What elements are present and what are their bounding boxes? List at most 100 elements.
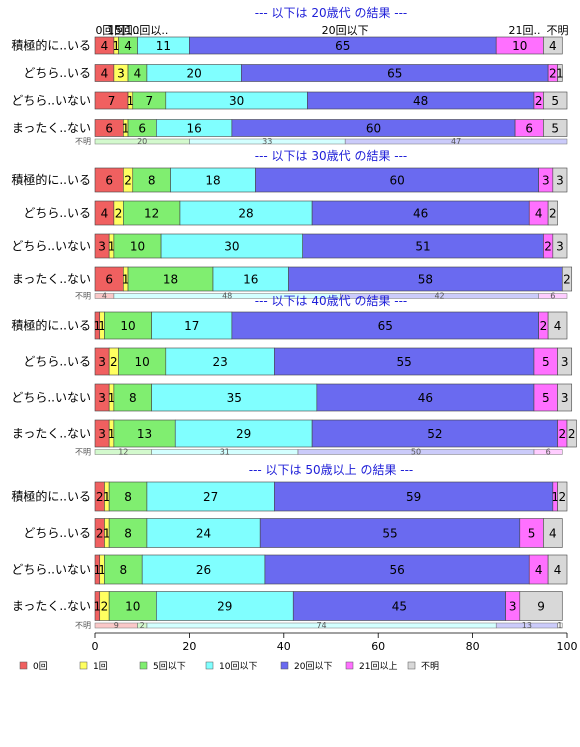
panel-title: --- 以下は 20歳代 の結果 --- <box>255 6 408 20</box>
bar-value-label: 29 <box>217 600 232 614</box>
bar-value-label: 30 <box>229 94 244 108</box>
bar-value-label: 51 <box>415 240 430 254</box>
bar-value-label: 59 <box>406 490 421 504</box>
row-label: 積極的に..いる <box>11 172 91 187</box>
bar-segment <box>94 266 124 292</box>
bar-value-label: 23 <box>212 355 227 369</box>
bar-value-label: 5 <box>542 391 550 405</box>
legend-label: 20回以下 <box>294 661 332 672</box>
bar-value-label: 2 <box>96 490 104 504</box>
bar-segment <box>547 200 558 226</box>
bar-value-label: 2 <box>535 94 543 108</box>
unknown-value-label: 31 <box>220 448 230 457</box>
bar-segment <box>156 591 294 621</box>
bar-value-label: 10 <box>512 39 527 53</box>
bar-value-label: 28 <box>238 207 253 221</box>
legend-swatch <box>205 661 214 670</box>
unknown-row-label: 不明 <box>75 448 91 457</box>
x-tick-label: 60 <box>371 640 385 653</box>
unknown-value-label: 74 <box>316 621 326 630</box>
bar-value-label: 1 <box>103 490 111 504</box>
category-label: 5回.. <box>115 24 140 37</box>
unknown-value-label: 48 <box>222 292 232 301</box>
unknown-segment <box>344 138 568 145</box>
bar-segment <box>557 383 573 412</box>
bar-value-label: 8 <box>148 174 156 188</box>
bar-value-label: 1 <box>103 527 111 541</box>
bar-segment <box>259 518 521 548</box>
unknown-value-label: 12 <box>118 448 128 457</box>
bar-value-label: 2 <box>96 527 104 541</box>
unknown-value-label: 42 <box>434 292 444 301</box>
bar-value-label: 5 <box>528 527 536 541</box>
bar-segment <box>151 383 318 412</box>
row-label: 積極的に..いる <box>11 489 91 504</box>
bar-value-label: 6 <box>525 122 533 136</box>
unknown-value-label: 9 <box>114 621 119 630</box>
bar-value-label: 6 <box>105 122 113 136</box>
legend-swatch <box>79 661 88 670</box>
bar-value-label: 6 <box>105 273 113 287</box>
legend-label: 10回以下 <box>219 661 257 672</box>
bar-value-label: 4 <box>134 67 142 81</box>
bar-value-label: 2 <box>568 427 576 441</box>
bar-value-label: 3 <box>556 174 564 188</box>
unknown-value-label: 6 <box>550 292 555 301</box>
bar-segment <box>179 200 313 226</box>
unknown-value-label: 6 <box>546 448 551 457</box>
bar-value-label: 65 <box>378 319 393 333</box>
bar-value-label: 8 <box>129 391 137 405</box>
unknown-segment <box>533 449 563 455</box>
bar-segment <box>170 167 256 193</box>
bar-segment <box>552 233 568 259</box>
legend-label: 0回 <box>33 661 48 672</box>
unknown-value-label: 4 <box>102 292 107 301</box>
bar-segment <box>552 167 568 193</box>
legend-swatch <box>407 661 416 670</box>
category-label: 0回 <box>95 24 113 37</box>
bar-value-label: 60 <box>366 122 381 136</box>
bar-segment <box>146 518 261 548</box>
unknown-row-label: 不明 <box>75 621 91 630</box>
bar-value-label: 4 <box>101 39 109 53</box>
bar-value-label: 3 <box>556 240 564 254</box>
bar-value-label: 27 <box>203 490 218 504</box>
bar-value-label: 26 <box>196 563 211 577</box>
bar-value-label: 1 <box>98 319 106 333</box>
bar-value-label: 24 <box>196 527 211 541</box>
bar-value-label: 7 <box>145 94 153 108</box>
bar-value-label: 4 <box>101 67 109 81</box>
bar-segment <box>94 167 124 193</box>
bar-segment <box>292 591 506 621</box>
bar-segment <box>146 481 275 512</box>
bar-value-label: 1 <box>108 391 116 405</box>
bar-value-label: 1 <box>551 490 559 504</box>
bar-value-label: 2 <box>115 207 123 221</box>
bar-segment <box>141 554 266 585</box>
unknown-value-label: 50 <box>411 448 421 457</box>
bar-segment <box>113 233 162 259</box>
bar-value-label: 10 <box>135 355 150 369</box>
bar-value-label: 1 <box>94 563 102 577</box>
bar-segment <box>302 233 544 259</box>
legend-label: 5回以下 <box>153 661 186 672</box>
bar-segment <box>316 383 535 412</box>
row-label: まったく..ない <box>12 427 91 441</box>
unknown-segment <box>538 293 568 299</box>
bar-value-label: 4 <box>554 563 562 577</box>
legend-swatch <box>280 661 289 670</box>
bar-segment <box>113 419 176 448</box>
bar-segment <box>255 167 539 193</box>
legend-label: 不明 <box>421 661 439 672</box>
bar-segment <box>561 266 573 292</box>
bar-value-label: 55 <box>382 527 397 541</box>
bar-value-label: 1 <box>94 600 102 614</box>
bar-segment <box>212 266 289 292</box>
bar-value-label: 60 <box>389 174 404 188</box>
bar-value-label: 4 <box>535 563 543 577</box>
panel-title: --- 以下は 30歳代 の結果 --- <box>255 149 408 163</box>
x-tick-label: 80 <box>466 640 480 653</box>
bar-value-label: 3 <box>98 427 106 441</box>
bar-value-label: 3 <box>98 391 106 405</box>
bar-segment <box>274 481 554 512</box>
